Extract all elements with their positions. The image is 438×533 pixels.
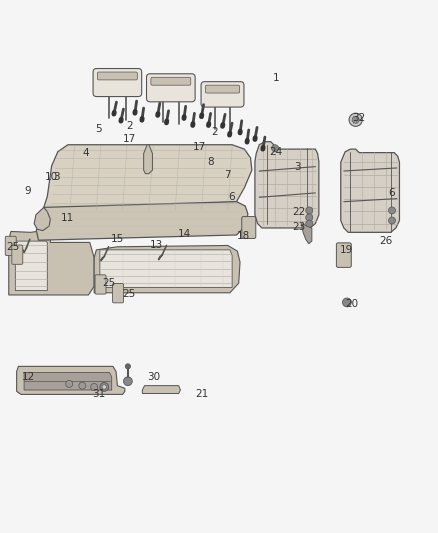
Text: 1: 1 bbox=[272, 73, 279, 83]
Polygon shape bbox=[255, 142, 319, 228]
Polygon shape bbox=[17, 366, 125, 394]
FancyBboxPatch shape bbox=[201, 82, 244, 107]
FancyBboxPatch shape bbox=[205, 85, 240, 93]
Text: 19: 19 bbox=[339, 245, 353, 255]
Circle shape bbox=[343, 298, 351, 307]
Text: 2: 2 bbox=[126, 122, 133, 131]
Text: 32: 32 bbox=[353, 114, 366, 124]
Text: 31: 31 bbox=[92, 389, 105, 399]
FancyBboxPatch shape bbox=[12, 245, 23, 264]
Circle shape bbox=[91, 383, 98, 391]
Text: 8: 8 bbox=[207, 157, 214, 167]
Text: 17: 17 bbox=[123, 134, 136, 144]
Text: 21: 21 bbox=[196, 389, 209, 399]
Text: 30: 30 bbox=[148, 372, 161, 382]
Text: 13: 13 bbox=[150, 240, 163, 251]
Text: 3: 3 bbox=[53, 172, 60, 182]
Circle shape bbox=[352, 116, 359, 123]
Circle shape bbox=[349, 113, 362, 126]
Polygon shape bbox=[9, 219, 94, 295]
Circle shape bbox=[125, 364, 131, 369]
Text: 7: 7 bbox=[224, 171, 231, 180]
Text: 14: 14 bbox=[177, 229, 191, 239]
Polygon shape bbox=[24, 373, 112, 390]
Text: 3: 3 bbox=[294, 161, 301, 172]
Text: 6: 6 bbox=[389, 188, 396, 198]
Circle shape bbox=[100, 383, 109, 391]
Polygon shape bbox=[94, 246, 240, 293]
Circle shape bbox=[272, 145, 279, 152]
Circle shape bbox=[389, 207, 396, 214]
FancyBboxPatch shape bbox=[336, 243, 351, 268]
Text: 15: 15 bbox=[110, 235, 124, 244]
Polygon shape bbox=[341, 149, 399, 232]
Text: 25: 25 bbox=[123, 289, 136, 298]
Circle shape bbox=[66, 381, 73, 387]
Polygon shape bbox=[142, 386, 180, 393]
Text: 12: 12 bbox=[22, 372, 35, 382]
Text: 24: 24 bbox=[269, 147, 283, 157]
Text: 2: 2 bbox=[211, 127, 218, 136]
Text: 25: 25 bbox=[7, 242, 20, 252]
Polygon shape bbox=[144, 145, 152, 174]
FancyBboxPatch shape bbox=[5, 236, 16, 255]
FancyBboxPatch shape bbox=[151, 77, 191, 85]
Text: 6: 6 bbox=[228, 192, 235, 203]
Polygon shape bbox=[301, 223, 312, 244]
Circle shape bbox=[102, 385, 106, 389]
Circle shape bbox=[79, 382, 86, 389]
Text: 10: 10 bbox=[45, 172, 58, 182]
Polygon shape bbox=[36, 201, 248, 240]
Circle shape bbox=[306, 207, 313, 214]
Circle shape bbox=[306, 214, 313, 221]
Text: 9: 9 bbox=[24, 186, 31, 196]
Circle shape bbox=[306, 220, 313, 227]
Text: 11: 11 bbox=[61, 213, 74, 223]
Text: 23: 23 bbox=[292, 222, 305, 232]
Text: 25: 25 bbox=[102, 278, 115, 288]
Text: 26: 26 bbox=[380, 236, 393, 246]
FancyBboxPatch shape bbox=[146, 74, 195, 102]
Polygon shape bbox=[100, 250, 232, 287]
FancyBboxPatch shape bbox=[95, 275, 106, 294]
Text: 18: 18 bbox=[237, 231, 250, 241]
FancyBboxPatch shape bbox=[242, 216, 256, 238]
Circle shape bbox=[389, 217, 396, 224]
Text: 17: 17 bbox=[193, 142, 206, 152]
FancyBboxPatch shape bbox=[97, 72, 138, 80]
Text: 22: 22 bbox=[292, 207, 305, 217]
Polygon shape bbox=[15, 241, 47, 290]
Text: 5: 5 bbox=[95, 124, 102, 134]
Polygon shape bbox=[34, 207, 50, 231]
FancyBboxPatch shape bbox=[113, 284, 124, 303]
Text: 4: 4 bbox=[82, 149, 89, 158]
Polygon shape bbox=[44, 145, 252, 212]
FancyBboxPatch shape bbox=[93, 69, 142, 96]
Text: 20: 20 bbox=[345, 298, 358, 309]
Circle shape bbox=[124, 377, 132, 386]
